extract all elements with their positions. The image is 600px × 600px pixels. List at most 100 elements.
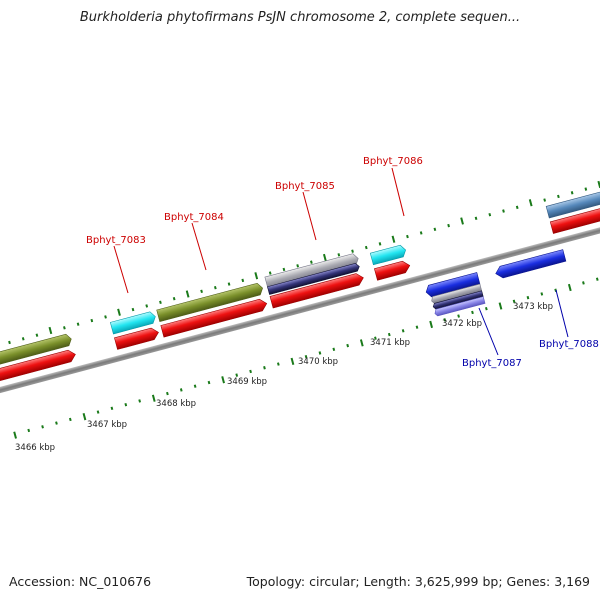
position-label: 3466 kbp	[15, 443, 55, 453]
gene-arrow[interactable]	[156, 282, 264, 322]
tick-mark	[200, 289, 203, 294]
gene-arrow[interactable]	[160, 298, 268, 338]
tick-mark	[406, 234, 409, 239]
gene-arrow[interactable]	[267, 263, 360, 295]
tick-mark	[124, 402, 128, 407]
tick-mark	[290, 357, 295, 365]
gene-arrow[interactable]	[269, 272, 365, 309]
tick-mark	[387, 332, 391, 337]
tick-mark	[138, 399, 142, 403]
gene-arrow[interactable]	[434, 296, 486, 317]
tick-mark	[179, 388, 183, 392]
tick-mark	[249, 369, 252, 374]
tick-mark	[310, 260, 313, 264]
tick-mark	[27, 428, 31, 433]
position-label: 3469 kbp	[227, 377, 267, 387]
gene-leader-line	[302, 191, 317, 241]
forward-tick-row	[8, 180, 600, 345]
gene-arrow[interactable]	[431, 283, 483, 304]
gene-arrow[interactable]	[545, 189, 600, 219]
tick-mark	[63, 326, 66, 330]
tick-mark	[207, 380, 211, 385]
tick-mark	[474, 216, 478, 221]
tick-mark	[597, 180, 600, 189]
sequence-track	[0, 180, 600, 439]
tick-mark	[512, 299, 516, 304]
tick-mark	[337, 253, 341, 257]
genome-stats-text: Topology: circular; Length: 3,625,999 bp…	[246, 574, 590, 589]
tick-mark	[227, 282, 231, 286]
tick-mark	[374, 336, 377, 340]
tick-mark	[166, 391, 169, 396]
tick-mark	[221, 376, 225, 384]
tick-mark	[159, 300, 162, 305]
tick-mark	[351, 249, 354, 253]
tick-mark	[21, 337, 25, 341]
gene-label[interactable]: Bphyt_7083	[86, 235, 146, 246]
tick-mark	[457, 314, 460, 318]
gene-arrow[interactable]	[374, 260, 411, 281]
tick-mark	[76, 322, 80, 326]
position-label: 3473 kbp	[513, 302, 553, 312]
gene-arrow[interactable]	[0, 333, 73, 374]
gene-arrow[interactable]	[432, 290, 484, 310]
tick-mark	[172, 296, 176, 301]
tick-mark	[235, 373, 239, 377]
tick-mark	[282, 267, 286, 272]
gene-leader-line	[191, 222, 207, 271]
tick-mark	[364, 245, 368, 250]
tick-mark	[151, 394, 156, 402]
tick-mark	[528, 199, 533, 207]
tick-mark	[401, 329, 405, 333]
tick-mark	[322, 253, 327, 262]
forward-genes	[0, 189, 600, 390]
tick-mark	[193, 384, 197, 388]
tick-mark	[318, 351, 322, 355]
tick-mark	[268, 271, 272, 275]
gene-arrow[interactable]	[109, 311, 157, 335]
tick-mark	[117, 308, 121, 316]
gene-label[interactable]: Bphyt_7087	[462, 358, 522, 369]
gene-leader-line	[113, 245, 129, 294]
tick-mark	[584, 187, 588, 191]
tick-mark	[304, 354, 308, 359]
tick-mark	[502, 209, 505, 213]
tick-mark	[254, 272, 259, 280]
tick-mark	[96, 410, 100, 414]
accession-text: Accession: NC_010676	[9, 574, 152, 589]
tick-mark	[185, 290, 190, 298]
tick-mark	[263, 366, 266, 370]
gene-arrow[interactable]	[114, 327, 160, 350]
position-tick-row	[13, 277, 599, 439]
tick-mark	[131, 307, 135, 312]
gene-arrow[interactable]	[425, 272, 481, 298]
tick-mark	[90, 318, 94, 323]
gene-leader-line	[391, 167, 405, 217]
tick-mark	[443, 318, 447, 322]
tick-mark	[346, 343, 350, 348]
tick-mark	[595, 277, 599, 281]
tick-mark	[82, 413, 87, 421]
tick-mark	[447, 223, 450, 228]
tick-mark	[419, 231, 423, 235]
gene-label[interactable]: Bphyt_7084	[164, 212, 224, 223]
gene-arrow[interactable]	[0, 349, 77, 390]
gene-arrow[interactable]	[494, 249, 567, 280]
gene-label[interactable]: Bphyt_7088	[539, 339, 599, 350]
tick-mark	[48, 326, 53, 335]
tick-mark	[567, 283, 572, 292]
tick-mark	[213, 285, 217, 290]
gene-label[interactable]: Bphyt_7085	[275, 181, 335, 192]
gene-arrow[interactable]	[369, 244, 407, 266]
gene-leader-line	[555, 289, 569, 338]
gene-leader-line	[478, 307, 499, 356]
tick-mark	[296, 264, 300, 268]
gene-labels: Bphyt_7083 Bphyt_7084 Bphyt_7085 Bphyt_7086…	[86, 156, 599, 369]
position-label: 3467 kbp	[87, 420, 127, 430]
gene-label[interactable]: Bphyt_7086	[363, 156, 423, 167]
tick-mark	[526, 295, 530, 300]
tick-mark	[415, 325, 419, 329]
position-label: 3471 kbp	[370, 338, 410, 348]
